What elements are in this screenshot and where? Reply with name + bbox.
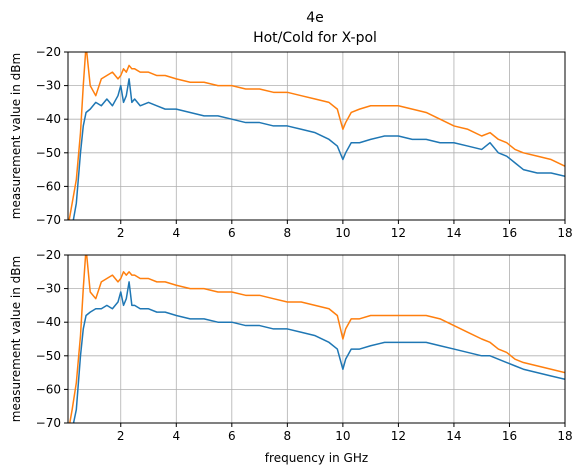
x-tick-label: 16: [502, 226, 517, 240]
y-tick-label: −60: [36, 179, 61, 193]
x-tick-label: 4: [172, 429, 180, 443]
x-tick-label: 6: [228, 226, 236, 240]
x-tick-label: 10: [335, 429, 350, 443]
x-tick-label: 2: [117, 226, 125, 240]
orange-series-line: [69, 255, 565, 423]
y-tick-label: −60: [36, 382, 61, 396]
x-tick-label: 12: [391, 226, 406, 240]
y-tick-label: −30: [36, 79, 61, 93]
figure-subtitle: Hot/Cold for X-pol: [253, 30, 377, 46]
axes-frame: [67, 51, 566, 221]
x-tick-label: 12: [391, 429, 406, 443]
x-axis-label: frequency in GHz: [265, 451, 368, 465]
y-axis-label: measurement value in dBm: [9, 256, 23, 422]
x-tick-label: 10: [335, 226, 350, 240]
x-tick-label: 18: [557, 429, 572, 443]
y-tick-label: −50: [36, 349, 61, 363]
y-tick-label: −40: [36, 315, 61, 329]
y-tick-label: −40: [36, 112, 61, 126]
y-tick-label: −70: [36, 213, 61, 227]
figure-title: 4e: [306, 10, 324, 26]
y-axis-label: measurement value in dBm: [9, 53, 23, 219]
x-tick-label: 4: [172, 226, 180, 240]
y-tick-label: −20: [36, 45, 61, 59]
top-panel: 2 4 6 8 10 12 14 16 18 −70 −60 −50 −40 −30 −20 measurem…: [9, 45, 573, 240]
x-tick-label: 18: [557, 226, 572, 240]
y-tick-label: −70: [36, 416, 61, 430]
bottom-panel: 2 4 6 8 10 12 14 16 18 −70 −60 −50 −40 −30 −20 measurem…: [9, 248, 573, 465]
x-tick-label: 14: [446, 429, 461, 443]
y-tick-label: −20: [36, 248, 61, 262]
y-tick-label: −50: [36, 146, 61, 160]
x-tick-label: 14: [446, 226, 461, 240]
blue-series-line: [72, 281, 565, 423]
x-tick-label: 8: [284, 226, 292, 240]
axes-frame: [67, 254, 566, 424]
x-tick-label: 16: [502, 429, 517, 443]
x-tick-label: 6: [228, 429, 236, 443]
orange-series-line: [68, 52, 565, 220]
y-tick-label: −30: [36, 282, 61, 296]
blue-series-line: [72, 78, 565, 220]
x-tick-label: 8: [284, 429, 292, 443]
x-tick-label: 2: [117, 429, 125, 443]
